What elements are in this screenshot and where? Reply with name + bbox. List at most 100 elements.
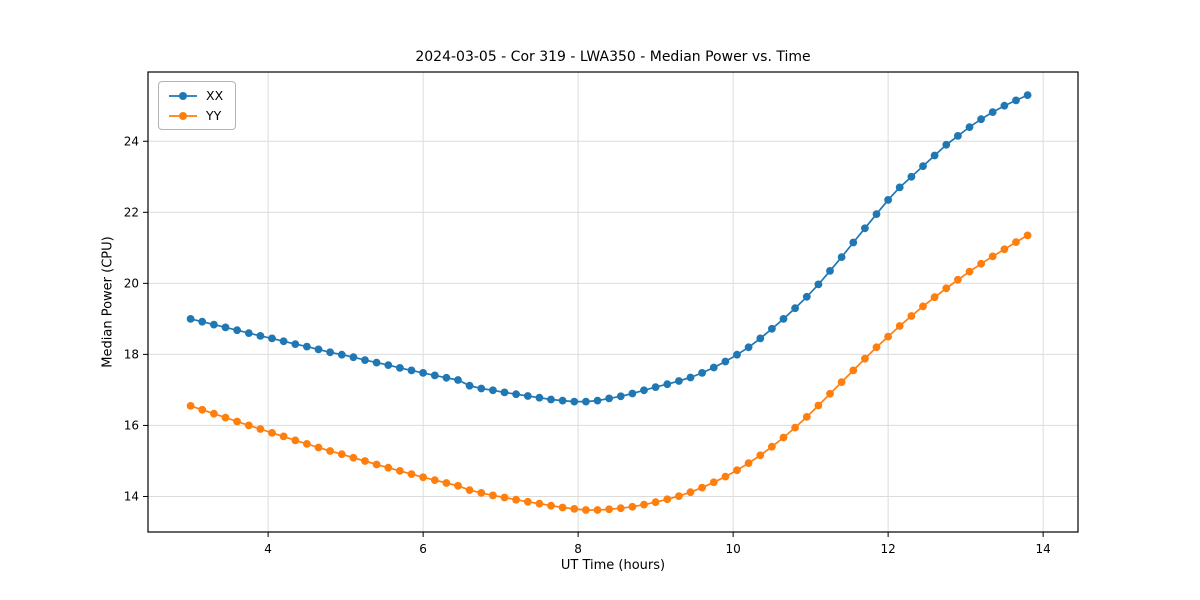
x-tick-label: 10 (725, 542, 740, 556)
series-YY-marker (988, 252, 997, 261)
series-YY-marker (500, 493, 509, 502)
series-YY-marker (558, 503, 567, 512)
series-XX-marker (1023, 91, 1032, 99)
series-XX-marker (744, 343, 753, 352)
legend-swatch-yy (169, 111, 197, 120)
series-YY-line (190, 234, 1029, 511)
series-YY-marker (303, 440, 311, 448)
series-YY-marker (465, 486, 474, 494)
series-XX-marker (837, 253, 846, 261)
series-XX-marker (605, 394, 613, 403)
series-YY-marker (849, 366, 858, 375)
y-tick-label: 20 (124, 276, 139, 290)
series-XX-marker (465, 381, 474, 390)
series-XX-marker (361, 356, 369, 364)
series-XX-marker (396, 364, 404, 372)
series-XX-marker (558, 396, 567, 405)
series-YY-marker (396, 467, 404, 475)
series-XX-marker (977, 115, 985, 124)
series-XX-marker (384, 361, 393, 369)
series-XX-marker (512, 390, 520, 399)
legend-item-yy: YY (168, 108, 223, 123)
series-XX-marker (523, 392, 532, 400)
series-YY-marker (1012, 238, 1020, 247)
series-XX-marker (907, 172, 916, 181)
series-YY-marker (489, 491, 497, 500)
series-XX-marker (582, 397, 590, 406)
series-YY-marker (686, 488, 695, 497)
y-tick-label: 22 (124, 205, 139, 219)
series-YY-marker (547, 501, 555, 510)
series-XX-marker (965, 123, 974, 131)
series-YY-marker (233, 417, 242, 426)
series-YY-marker (954, 275, 962, 284)
series-YY-marker (907, 312, 916, 320)
series-XX-marker (268, 334, 276, 343)
series-YY-marker (779, 433, 788, 442)
series-XX-marker (1000, 101, 1009, 110)
series-XX-marker (675, 377, 683, 385)
series-XX-marker (430, 371, 439, 380)
series-YY-marker (186, 402, 195, 410)
series-XX-marker (291, 340, 300, 348)
series-YY-marker (442, 479, 451, 487)
series-YY-marker (314, 443, 323, 452)
series-YY-marker (372, 460, 381, 469)
series-XX-marker (303, 342, 311, 351)
series-XX-marker (814, 280, 823, 289)
series-XX-marker (535, 393, 544, 402)
legend-item-xx: XX (168, 88, 223, 103)
series-YY-marker (605, 505, 613, 514)
series-YY-marker (326, 447, 334, 455)
series-YY-marker (256, 425, 265, 433)
series-XX-marker (895, 183, 904, 192)
series-XX-marker (919, 162, 927, 171)
series-YY-marker (768, 442, 776, 451)
series-YY-marker (930, 293, 939, 302)
x-tick-label: 12 (880, 542, 895, 556)
series-YY-marker (721, 472, 730, 481)
y-axis-label: Median Power (CPU) (100, 236, 116, 368)
series-XX-marker (442, 373, 451, 382)
series-YY-marker (384, 463, 393, 472)
series-YY-marker (221, 413, 230, 422)
series-YY-marker (337, 450, 346, 459)
series-YY-marker (675, 492, 683, 500)
series-XX-marker (279, 337, 288, 346)
series-XX-marker (686, 373, 695, 382)
series-YY-marker (1000, 245, 1009, 254)
legend-label-xx: XX (206, 88, 224, 103)
series-XX-marker (756, 334, 765, 343)
series-YY-marker (279, 432, 288, 441)
series-YY-marker (965, 267, 974, 276)
series-XX-marker (663, 380, 672, 389)
series-XX-marker (721, 357, 730, 366)
series-XX-marker (733, 350, 741, 359)
x-tick-label: 4 (264, 542, 272, 556)
series-YY-marker (268, 429, 276, 437)
series-YY-marker (919, 302, 927, 311)
series-XX-marker (709, 363, 718, 372)
series-YY-marker (977, 259, 985, 268)
series-YY-marker (407, 470, 416, 478)
series-XX-marker (326, 348, 334, 357)
series-XX-marker (500, 388, 509, 397)
series-XX-marker (489, 386, 497, 395)
series-YY-marker (535, 499, 544, 508)
y-tick-label: 18 (124, 347, 139, 361)
series-YY-marker (419, 473, 427, 482)
series-XX-marker (872, 210, 881, 219)
series-XX-marker (454, 376, 462, 384)
x-tick-label: 8 (574, 542, 582, 556)
series-YY-marker (733, 466, 741, 475)
series-YY-marker (291, 436, 300, 445)
series-XX-marker (698, 369, 706, 377)
series-XX-marker (651, 383, 660, 391)
series-XX-marker (198, 317, 207, 326)
x-axis-label: UT Time (hours) (560, 558, 666, 573)
series-YY-marker (663, 495, 672, 504)
series-XX-marker (547, 395, 555, 404)
series-YY-marker (872, 343, 881, 352)
series-XX-marker (791, 304, 799, 313)
